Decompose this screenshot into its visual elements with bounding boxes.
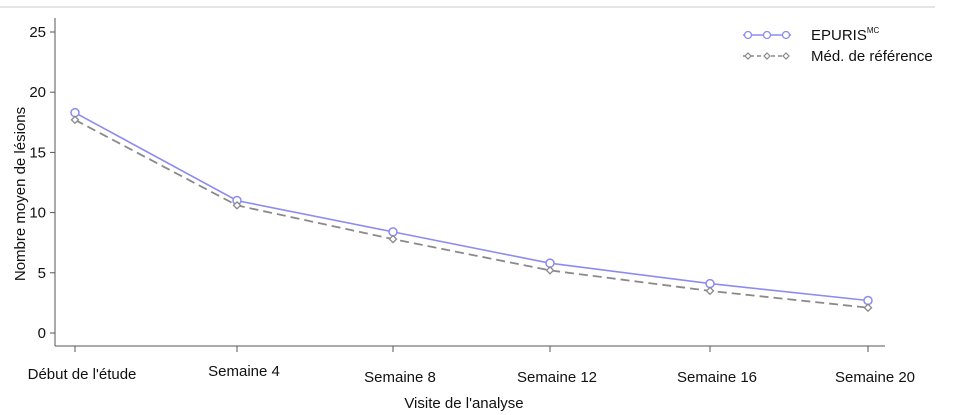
series-line-epuris — [74, 111, 869, 302]
data-point — [863, 295, 873, 306]
x-tick-label: Début de l'étude — [28, 366, 137, 383]
x-axis-title: Visite de l'analyse — [404, 395, 523, 412]
data-point — [705, 286, 715, 296]
y-tick-label: 5 — [38, 265, 46, 282]
y-tick-label: 15 — [29, 144, 46, 161]
x-tick-label: Semaine 20 — [835, 369, 915, 386]
legend-marker — [744, 52, 752, 60]
legend-marker — [743, 30, 753, 40]
y-tick-label: 25 — [29, 24, 46, 41]
x-tick-label: Semaine 8 — [364, 369, 436, 386]
x-tick-label: Semaine 4 — [208, 363, 280, 380]
data-point — [70, 107, 80, 118]
legend-label: Méd. de référence — [811, 48, 933, 65]
data-point — [70, 115, 80, 125]
legend-superscript: MC — [867, 26, 880, 35]
legend-marker — [762, 30, 772, 40]
legend: EPURISMC Méd. de référence — [743, 26, 933, 65]
data-point — [545, 265, 555, 275]
data-point — [388, 234, 398, 244]
x-tick-label: Semaine 12 — [517, 369, 597, 386]
y-tick-label: 20 — [29, 84, 46, 101]
data-point — [863, 303, 873, 313]
legend-marker — [782, 52, 790, 60]
data-point — [232, 200, 242, 210]
data-point — [705, 278, 715, 289]
y-axis-title: Nombre moyen de lésions — [12, 107, 29, 281]
data-point — [545, 258, 555, 268]
y-tick-label: 10 — [29, 205, 46, 222]
legend-label: EPURISMC — [811, 26, 880, 44]
x-tick-label: Semaine 16 — [677, 369, 757, 386]
series-layer — [70, 107, 873, 313]
y-tick-label: 0 — [38, 325, 46, 342]
data-point — [388, 227, 398, 237]
legend-marker — [763, 52, 771, 60]
x-axis: Début de l'étude Semaine 4 Semaine 8 Semain… — [28, 345, 915, 386]
legend-marker — [781, 30, 791, 40]
series-line-reference — [74, 119, 869, 309]
y-axis: 0 5 10 15 20 25 — [29, 18, 56, 346]
